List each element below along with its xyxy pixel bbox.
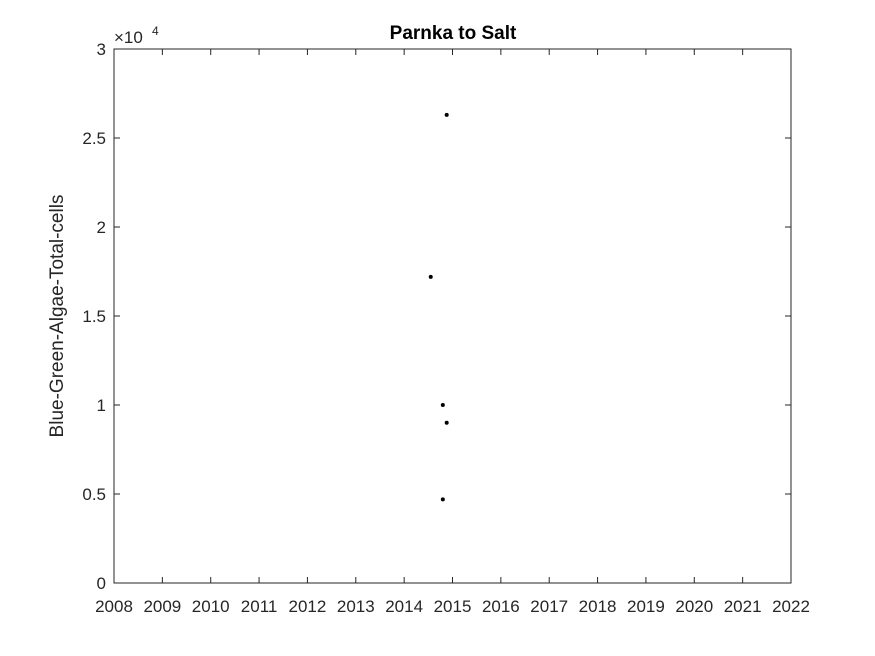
data-point bbox=[444, 112, 449, 117]
y-tick-label: 1 bbox=[97, 396, 106, 415]
x-tick-label: 2017 bbox=[530, 597, 568, 616]
y-tick-label: 2 bbox=[97, 218, 106, 237]
x-axis: 2008 2009 2010 2011 2012 2013 2014 2015 2016 2017… bbox=[95, 49, 810, 616]
data-point bbox=[428, 274, 433, 279]
x-tick-label: 2022 bbox=[772, 597, 810, 616]
plot-area bbox=[113, 48, 792, 584]
x-tick-label: 2021 bbox=[724, 597, 762, 616]
x-tick-label: 2008 bbox=[95, 597, 133, 616]
y-tick-label: 0 bbox=[97, 574, 106, 593]
x-tick-label: 2013 bbox=[337, 597, 375, 616]
data-point bbox=[440, 497, 445, 502]
y-exponent-power: 4 bbox=[152, 24, 159, 38]
y-tick-label: 3 bbox=[97, 40, 106, 59]
y-axis: 0 0.5 1 1.5 2 2.5 3 bbox=[82, 40, 791, 593]
x-tick-label: 2015 bbox=[434, 597, 472, 616]
y-axis-exponent: ×10 4 bbox=[114, 24, 159, 47]
y-tick-label: 2.5 bbox=[82, 129, 106, 148]
x-tick-label: 2018 bbox=[579, 597, 617, 616]
x-tick-label: 2012 bbox=[289, 597, 327, 616]
x-tick-label: 2016 bbox=[482, 597, 520, 616]
data-point bbox=[444, 420, 449, 425]
y-tick-label: 1.5 bbox=[82, 307, 106, 326]
x-tick-label: 2014 bbox=[385, 597, 423, 616]
chart-title: Parnka to Salt bbox=[390, 23, 517, 44]
data-points bbox=[428, 112, 449, 502]
y-axis-label: Blue-Green-Algae-Total-cells bbox=[47, 195, 68, 438]
x-tick-label: 2010 bbox=[192, 597, 230, 616]
y-tick-label: 0.5 bbox=[82, 485, 106, 504]
x-tick-label: 2009 bbox=[143, 597, 181, 616]
x-tick-label: 2020 bbox=[675, 597, 713, 616]
y-exponent-base: ×10 bbox=[114, 28, 143, 47]
x-tick-label: 2019 bbox=[627, 597, 665, 616]
x-tick-label: 2011 bbox=[241, 597, 278, 616]
data-point bbox=[440, 403, 445, 407]
